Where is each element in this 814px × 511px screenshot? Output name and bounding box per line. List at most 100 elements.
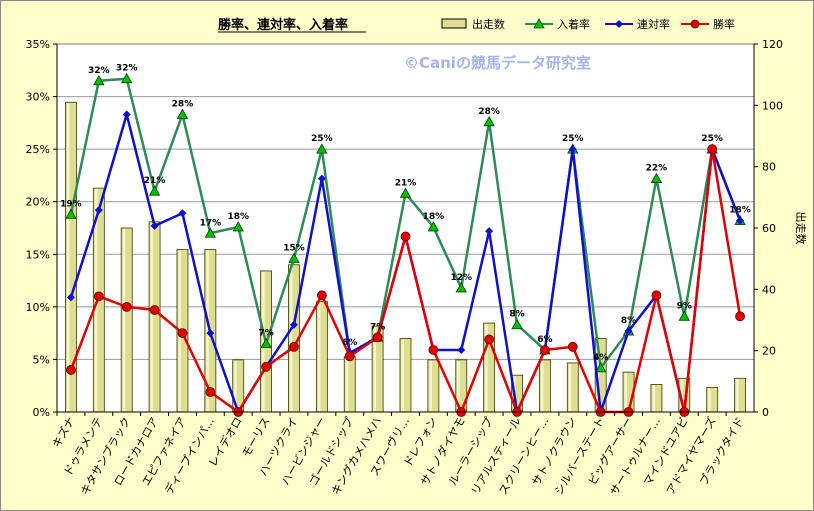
marker-place [65,208,77,219]
legend-swatch-starts [441,18,467,29]
data-label-place: 9% [677,301,692,311]
marker-place [148,185,161,196]
marker-place [483,115,495,127]
data-label-place: 21% [144,176,166,186]
bar-highlight [345,357,349,411]
legend-label-place: 入着率 [557,17,590,31]
data-label-place: 21% [395,178,417,188]
bar-highlight [122,229,126,411]
category-label: ディープインパ… [162,415,217,497]
marker-quinella [568,145,577,154]
marker-place [678,310,690,321]
marker-win [372,332,383,343]
marker-quinella [66,293,75,302]
bar-highlight [540,360,544,411]
bar-highlight [206,250,209,411]
right-tick-label: 120 [762,38,783,51]
bar-highlight [373,327,377,411]
bar-highlight [66,103,70,412]
marker-win [66,365,76,375]
marker-place [594,362,607,373]
data-labels: 19% 32% 32% 21% 28% 17% 18% 7% 15% 25% 6% 7% 21% 18% 1… [60,64,751,363]
data-label-place: 12% [450,273,472,283]
category-label: アドマイヤマーズ [663,415,719,497]
bar-highlight [429,360,432,411]
marker-place [176,108,189,119]
bar-highlight [457,360,460,411]
marker-win [567,341,578,352]
marker-quinella [736,216,745,225]
marker-quinella [485,227,494,236]
data-label-place: 18% [227,212,249,222]
data-label-place: 32% [88,66,110,76]
marker-quinella [178,209,187,218]
right-tick-label: 100 [762,99,783,112]
data-label-place: 25% [311,134,333,144]
grid-lines [57,96,754,360]
left-tick-label: 30% [26,91,50,104]
bar-highlight [262,271,265,411]
marker-win [735,311,745,322]
marker-win [93,291,104,302]
bar-highlight [708,388,711,411]
data-label-place: 8% [621,316,636,326]
marker-win [400,231,411,242]
left-tick-label: 15% [26,248,50,261]
marker-quinella [122,110,131,119]
data-label-place: 17% [200,218,222,228]
line-series [65,72,746,417]
legend-marker-win [690,19,700,29]
right-axis-label: 出走数 [794,212,808,245]
chart-title: 勝率、連対率、入着率 [218,17,348,33]
marker-win [707,144,718,155]
marker-place [511,318,523,330]
marker-quinella [317,174,326,183]
data-label-place: 6% [537,335,552,345]
marker-quinella [94,206,103,215]
marker-place [650,172,663,183]
marker-win [316,290,327,301]
marker-quinella [289,320,298,329]
left-tick-label: 25% [26,143,50,156]
legend-label-win: 勝率 [713,17,735,31]
data-label-place: 25% [562,134,584,144]
marker-place [93,74,105,86]
data-label-place: 6% [342,338,357,348]
right-tick-label: 60 [762,222,776,235]
category-label: キタサンブラック [77,415,133,498]
bar-highlight [150,222,154,411]
legend-label-quinella: 連対率 [637,17,670,31]
category-label: キズナ [49,415,78,451]
bar-highlight [289,265,293,411]
right-tick-label: 40 [762,283,776,296]
bar-highlight [234,360,237,411]
marker-win [177,328,188,339]
marker-place [288,252,300,263]
marker-place [121,72,133,84]
right-tick-label: 80 [762,161,776,174]
marker-win [344,351,355,362]
data-label-place: 4% [593,353,608,363]
left-tick-label: 10% [26,301,50,314]
left-tick-label: 0% [33,406,50,419]
marker-place [204,227,217,238]
marker-place [232,221,244,232]
marker-win [149,305,160,315]
marker-win [540,345,550,355]
data-label-place: 7% [370,322,385,332]
bar-highlight [624,373,628,411]
marker-quinella [206,329,215,338]
marker-win [261,361,272,372]
marker-quinella [150,221,159,230]
bar-highlight [568,363,572,411]
right-tick-label: 0 [762,406,769,419]
marker-win [484,334,495,345]
marker-quinella [457,345,466,354]
bar-highlight [317,302,321,411]
marker-win [428,345,439,355]
bar-highlight [401,339,404,411]
legend: 出走数 入着率 連対率 勝率 [441,17,735,31]
marker-place [455,282,467,293]
